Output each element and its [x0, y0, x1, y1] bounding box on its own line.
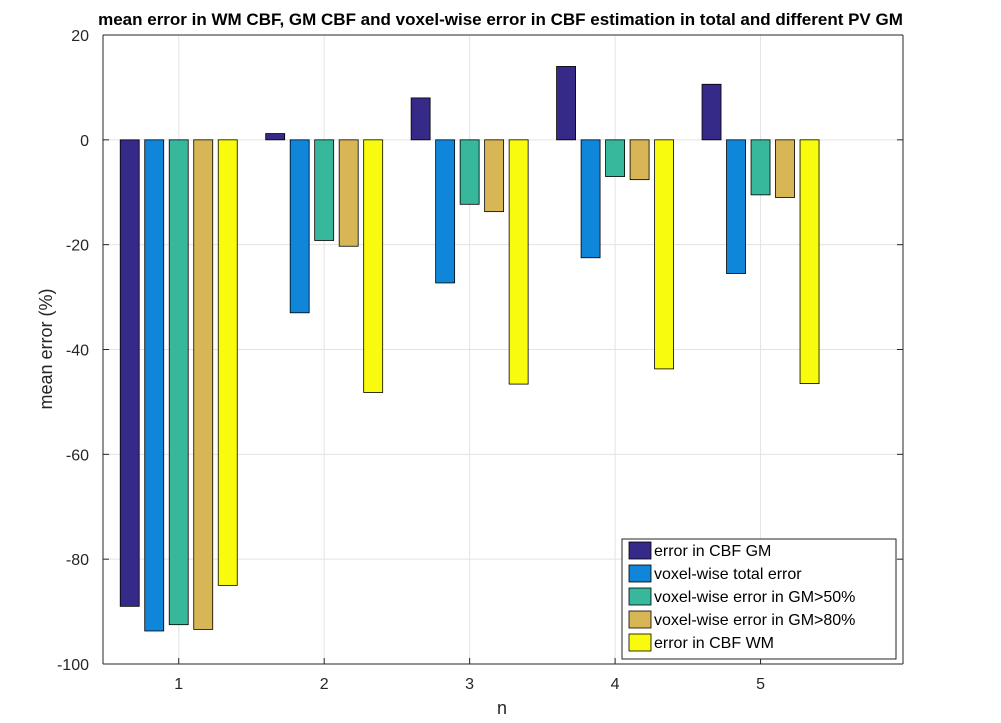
y-axis-label: mean error (%) [36, 288, 56, 409]
bar-2-5 [726, 139, 746, 274]
y-tick-label: -40 [66, 343, 89, 360]
x-tick-label: 1 [174, 676, 183, 693]
legend-swatch [628, 587, 652, 606]
bar-3-2 [314, 139, 335, 241]
bar-1-2 [265, 133, 286, 141]
x-tick-label: 3 [465, 676, 474, 693]
bar-3-3 [459, 139, 480, 205]
legend-entry: voxel-wise total error [654, 566, 802, 583]
legend-swatch [628, 541, 652, 560]
bar-4-2 [338, 139, 359, 247]
legend-box [621, 538, 897, 660]
y-tick-label: 0 [80, 133, 89, 150]
bar-5-3 [508, 139, 529, 385]
bar-4-4 [629, 139, 650, 181]
bar-5-4 [654, 139, 674, 370]
x-tick-label: 2 [320, 676, 329, 693]
bar-4-3 [484, 139, 505, 213]
chart-title: mean error in WM CBF, GM CBF and voxel-w… [98, 10, 903, 29]
bar-3-1 [168, 139, 189, 626]
bar-1-4 [556, 66, 576, 141]
axes [102, 34, 904, 665]
bar-5-5 [799, 139, 820, 384]
bar-2-1 [144, 139, 165, 632]
bar-4-5 [775, 139, 795, 198]
bar-2-3 [435, 139, 456, 284]
bar-5-1 [217, 139, 238, 586]
bar-3-5 [750, 139, 771, 196]
bar-5-2 [363, 139, 384, 393]
x-tick-label: 5 [756, 676, 765, 693]
y-tick-label: -20 [66, 238, 89, 255]
bar-1-3 [410, 97, 431, 141]
legend-entry: voxel-wise error in GM>50% [654, 589, 855, 606]
y-tick-label: -100 [57, 657, 89, 674]
legend-swatch [628, 564, 652, 583]
bar-1-5 [701, 83, 722, 141]
bar-4-1 [193, 139, 214, 630]
legend-swatch [628, 633, 652, 652]
y-tick-label: -60 [66, 447, 89, 464]
legend-entry: error in CBF WM [654, 635, 774, 652]
tick-labels: -100 -80 -60 -40 -20 0 20 1 2 3 4 5 [57, 28, 765, 693]
bar-2-4 [580, 139, 601, 259]
x-tick-label: 4 [611, 676, 620, 693]
bars [119, 66, 820, 632]
x-axis-label: n [497, 698, 507, 718]
legend-entry: error in CBF GM [654, 543, 771, 560]
y-tick-label: -80 [66, 552, 89, 569]
bar-2-2 [289, 139, 310, 314]
legend: error in CBF GM voxel-wise total error vox… [621, 538, 897, 660]
bar-3-4 [605, 139, 625, 177]
legend-swatch [628, 610, 652, 629]
y-tick-label: 20 [71, 28, 89, 45]
legend-entry: voxel-wise error in GM>80% [654, 612, 855, 629]
bar-1-1 [119, 139, 140, 607]
